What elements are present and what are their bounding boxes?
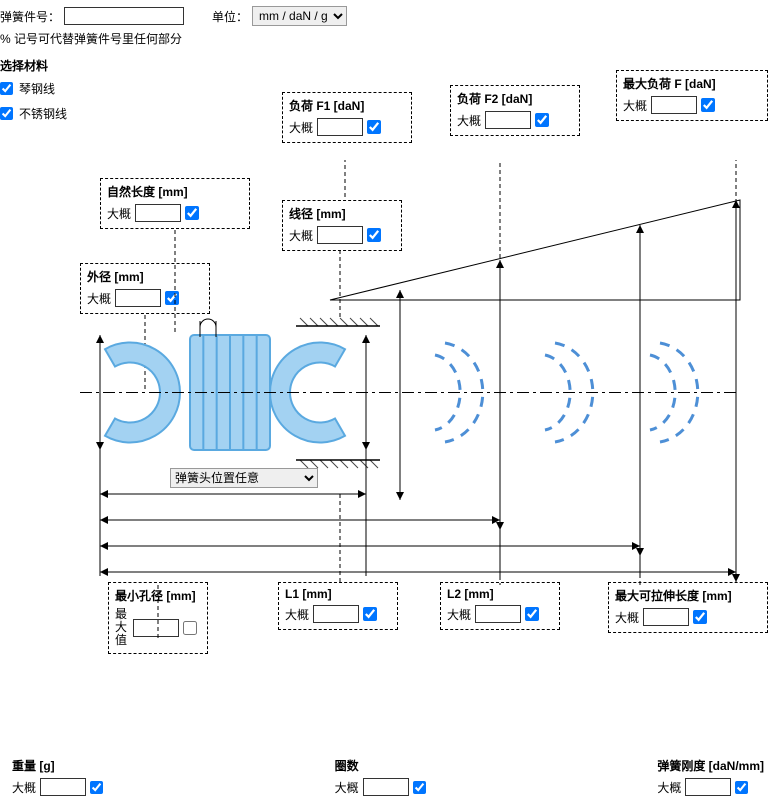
param-max_load-checkbox[interactable]: [701, 98, 715, 112]
coils-title: 圈数: [335, 757, 426, 774]
param-load_f2-title: 负荷 F2 [daN]: [457, 90, 573, 107]
unit-label: 单位：: [212, 8, 248, 25]
param-load_f2-input[interactable]: [485, 111, 531, 129]
coils-checkbox[interactable]: [413, 781, 426, 794]
weight-title: 重量 [g]: [12, 757, 103, 774]
param-load_f2-label: 大概: [457, 112, 481, 129]
param-load_f2: 负荷 F2 [daN] 大概: [450, 85, 580, 136]
material-checkbox-0[interactable]: [0, 82, 13, 95]
stiffness-checkbox[interactable]: [735, 781, 748, 794]
param-load_f2-checkbox[interactable]: [535, 113, 549, 127]
param-load_f1: 负荷 F1 [daN] 大概: [282, 92, 412, 143]
hint-text: % 记号可代替弹簧件号里任何部分: [0, 28, 776, 57]
part-number-label: 弹簧件号：: [0, 8, 60, 25]
stiffness-input[interactable]: [685, 778, 731, 796]
material-label-1: 不锈钢线: [19, 105, 67, 122]
weight-param: 重量 [g] 大概: [12, 757, 103, 796]
param-max_load-input[interactable]: [651, 96, 697, 114]
coils-param: 圈数 大概: [335, 757, 426, 796]
weight-checkbox[interactable]: [90, 781, 103, 794]
param-load_f1-input[interactable]: [317, 118, 363, 136]
param-load_f1-label: 大概: [289, 119, 313, 136]
spring-diagram: [0, 160, 776, 700]
bottom-params: 重量 [g] 大概 圈数 大概 弹簧刚度 [daN/mm] 大概: [0, 757, 776, 796]
part-number-input[interactable]: [64, 7, 184, 25]
param-max_load-title: 最大负荷 F [daN]: [623, 75, 761, 92]
spring-head-position-select[interactable]: 弹簧头位置任意: [170, 468, 318, 488]
material-checkbox-1[interactable]: [0, 107, 13, 120]
coils-input[interactable]: [363, 778, 409, 796]
param-load_f1-checkbox[interactable]: [367, 120, 381, 134]
stiffness-approx-label: 大概: [657, 779, 681, 796]
weight-approx-label: 大概: [12, 779, 36, 796]
material-label-0: 琴钢线: [19, 80, 55, 97]
stiffness-title: 弹簧刚度 [daN/mm]: [657, 757, 764, 774]
param-max_load-label: 大概: [623, 97, 647, 114]
param-max_load: 最大负荷 F [daN] 大概: [616, 70, 768, 121]
coils-approx-label: 大概: [335, 779, 359, 796]
stiffness-param: 弹簧刚度 [daN/mm] 大概: [657, 757, 764, 796]
param-load_f1-title: 负荷 F1 [daN]: [289, 97, 405, 114]
weight-input[interactable]: [40, 778, 86, 796]
unit-select[interactable]: mm / daN / g: [252, 6, 347, 26]
